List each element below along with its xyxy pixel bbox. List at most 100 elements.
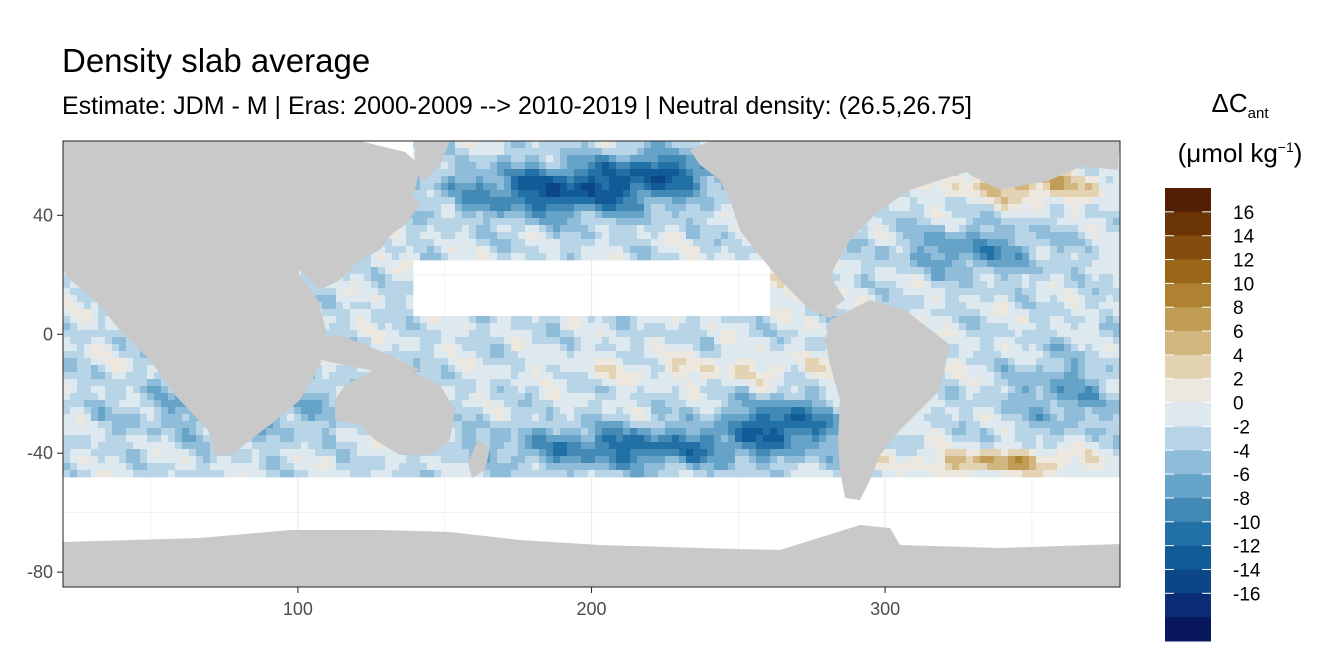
ocean-cell <box>882 218 890 226</box>
ocean-cell <box>343 281 351 289</box>
ocean-cell <box>854 253 862 261</box>
ocean-cell <box>679 330 687 338</box>
ocean-cell <box>672 330 680 338</box>
ocean-cell <box>1064 302 1072 310</box>
ocean-cell <box>1106 330 1114 338</box>
ocean-cell <box>1099 330 1107 338</box>
ocean-cell <box>406 274 414 282</box>
ocean-cell <box>462 253 470 261</box>
ocean-cell <box>1085 344 1093 352</box>
ocean-cell <box>518 344 526 352</box>
ocean-cell <box>329 407 337 415</box>
ocean-cell <box>588 358 596 366</box>
ocean-cell <box>630 393 638 401</box>
ocean-cell <box>987 190 995 198</box>
ocean-cell <box>406 351 414 359</box>
ocean-cell <box>518 330 526 338</box>
ocean-cell <box>924 197 932 205</box>
ocean-cell <box>385 274 393 282</box>
ocean-cell <box>700 351 708 359</box>
ocean-cell <box>483 197 491 205</box>
ocean-cell <box>1106 281 1114 289</box>
ocean-cell <box>637 218 645 226</box>
ocean-cell <box>707 225 715 233</box>
ocean-cell <box>756 393 764 401</box>
ocean-cell <box>658 316 666 324</box>
ocean-cell <box>532 337 540 345</box>
ocean-cell <box>518 232 526 240</box>
ocean-cell <box>1043 302 1051 310</box>
ocean-cell <box>140 393 148 401</box>
ocean-cell <box>945 302 953 310</box>
ocean-cell <box>938 379 946 387</box>
ocean-cell <box>84 316 92 324</box>
ocean-cell <box>679 169 687 177</box>
ocean-cell <box>1099 260 1107 268</box>
ocean-cell <box>630 162 638 170</box>
ocean-cell <box>1057 274 1065 282</box>
ocean-cell <box>728 218 736 226</box>
ocean-cell <box>973 365 981 373</box>
ocean-cell <box>966 330 974 338</box>
ocean-cell <box>1008 281 1016 289</box>
ocean-cell <box>819 351 827 359</box>
ocean-cell <box>1064 351 1072 359</box>
ocean-cell <box>532 155 540 163</box>
ocean-cell <box>980 386 988 394</box>
ocean-cell <box>378 267 386 275</box>
ocean-cell <box>644 169 652 177</box>
ocean-cell <box>959 386 967 394</box>
ocean-cell <box>322 407 330 415</box>
ocean-cell <box>602 393 610 401</box>
ocean-cell <box>630 372 638 380</box>
ocean-cell <box>553 148 561 156</box>
ocean-cell <box>413 344 421 352</box>
ocean-cell <box>133 344 141 352</box>
ocean-cell <box>140 365 148 373</box>
ocean-cell <box>364 253 372 261</box>
ocean-cell <box>378 253 386 261</box>
ocean-cell <box>1106 295 1114 303</box>
ocean-cell <box>1022 260 1030 268</box>
ocean-cell <box>413 351 421 359</box>
ocean-cell <box>1050 393 1058 401</box>
ocean-cell <box>1085 176 1093 184</box>
ocean-cell <box>749 253 757 261</box>
ocean-cell <box>1092 169 1100 177</box>
ocean-cell <box>1106 204 1114 212</box>
ocean-cell <box>1036 302 1044 310</box>
ocean-cell <box>854 267 862 275</box>
ocean-cell <box>658 351 666 359</box>
ocean-cell <box>392 323 400 331</box>
ocean-cell <box>973 344 981 352</box>
ocean-cell <box>931 225 939 233</box>
ocean-cell <box>1071 239 1079 247</box>
ocean-cell <box>861 260 869 268</box>
ocean-cell <box>959 218 967 226</box>
ocean-cell <box>777 295 785 303</box>
ocean-cell <box>357 309 365 317</box>
ocean-cell <box>518 400 526 408</box>
ocean-cell <box>756 400 764 408</box>
ocean-cell <box>420 316 428 324</box>
ocean-cell <box>1099 239 1107 247</box>
ocean-cell <box>700 379 708 387</box>
ocean-cell <box>952 239 960 247</box>
ocean-cell <box>721 379 729 387</box>
ocean-cell <box>1036 295 1044 303</box>
ocean-cell <box>497 162 505 170</box>
ocean-cell <box>980 218 988 226</box>
ocean-cell <box>672 183 680 191</box>
ocean-cell <box>959 316 967 324</box>
ocean-cell <box>1050 372 1058 380</box>
ocean-cell <box>952 225 960 233</box>
ocean-cell <box>105 365 113 373</box>
ocean-cell <box>1099 169 1107 177</box>
ocean-cell <box>357 365 365 373</box>
ocean-cell <box>637 190 645 198</box>
ocean-cell <box>665 148 673 156</box>
ocean-cell <box>679 204 687 212</box>
ocean-cell <box>595 253 603 261</box>
ocean-cell <box>581 400 589 408</box>
ocean-cell <box>658 358 666 366</box>
